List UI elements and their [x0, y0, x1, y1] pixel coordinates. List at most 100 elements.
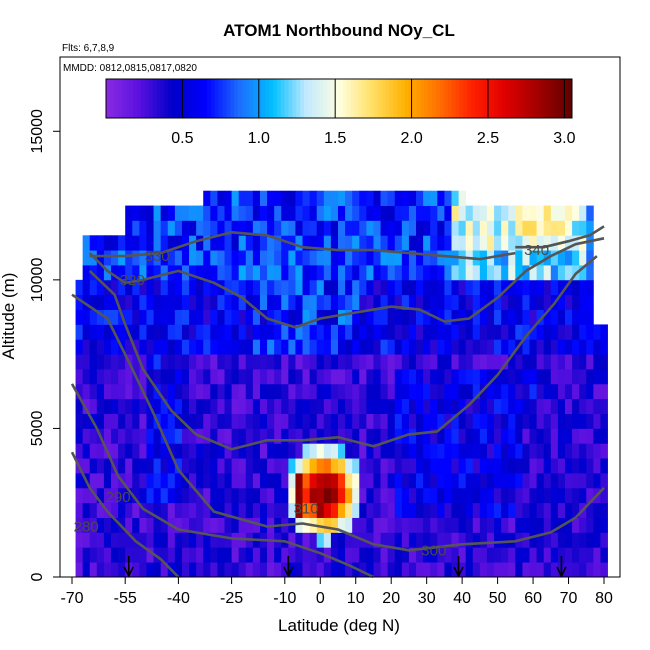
heatmap-cell	[465, 398, 474, 414]
heatmap-cell	[181, 398, 190, 414]
heatmap-cell	[252, 190, 261, 206]
heatmap-cell	[579, 487, 587, 504]
heatmap-cell	[125, 443, 133, 459]
heatmap-cell	[125, 205, 133, 221]
heatmap-cell	[210, 517, 218, 533]
heatmap-cell	[430, 502, 438, 518]
heatmap-cell	[437, 428, 445, 444]
heatmap-cell	[111, 398, 119, 414]
flight-markers	[123, 556, 567, 578]
heatmap-cell	[259, 220, 268, 236]
heatmap-cell	[174, 220, 183, 236]
heatmap-cell	[231, 220, 240, 236]
heatmap-cell	[458, 324, 467, 340]
heatmap-cell	[111, 413, 119, 429]
heatmap-cell	[345, 383, 353, 400]
heatmap-cell	[486, 428, 495, 444]
heatmap-cell	[160, 502, 169, 518]
heatmap-cell	[394, 190, 403, 206]
colorbar-segment	[148, 79, 153, 118]
heatmap-cell	[416, 339, 424, 355]
heatmap-cell	[430, 398, 438, 414]
heatmap-cell	[203, 324, 211, 340]
heatmap-cell	[302, 398, 311, 414]
heatmap-cell	[416, 562, 424, 578]
heatmap-cell	[82, 532, 91, 548]
heatmap-cell	[579, 413, 587, 429]
heatmap-cell	[189, 369, 197, 385]
heatmap-cell	[267, 235, 275, 251]
heatmap-cell	[302, 383, 311, 400]
heatmap-cell	[217, 398, 225, 414]
heatmap-cell	[564, 413, 573, 429]
heatmap-cell	[295, 235, 303, 251]
heatmap-cell	[501, 473, 509, 489]
heatmap-cell	[338, 265, 346, 281]
heatmap-cell	[160, 265, 169, 281]
heatmap-cell	[543, 294, 552, 310]
heatmap-cell	[522, 369, 530, 385]
heatmap-cell	[160, 354, 169, 370]
heatmap-cell	[338, 547, 346, 563]
heatmap-cell	[281, 324, 289, 340]
heatmap-cell	[217, 458, 225, 474]
heatmap-cell	[302, 487, 311, 504]
colorbar-segment	[183, 79, 188, 118]
heatmap-cell	[486, 502, 495, 518]
heatmap-cell	[501, 279, 509, 296]
heatmap-cell	[543, 279, 552, 296]
heatmap-cell	[380, 517, 389, 533]
heatmap-cell	[338, 235, 346, 251]
heatmap-cell	[529, 339, 538, 355]
heatmap-cell	[529, 458, 538, 474]
heatmap-cell	[295, 547, 303, 563]
heatmap-cell	[600, 339, 608, 355]
contour-label-330: 330	[145, 248, 170, 265]
heatmap-cell	[181, 324, 190, 340]
heatmap-cell	[252, 294, 261, 310]
heatmap-cell	[522, 339, 530, 355]
heatmap-cell	[238, 413, 247, 429]
heatmap-cell	[132, 487, 140, 504]
heatmap-cell	[210, 339, 218, 355]
heatmap-cell	[75, 369, 84, 385]
heatmap-cell	[295, 532, 303, 548]
heatmap-cell	[387, 413, 396, 429]
heatmap-cell	[245, 487, 254, 504]
heatmap-cell	[267, 383, 275, 400]
heatmap-cell	[345, 235, 353, 251]
heatmap-cell	[416, 265, 424, 281]
heatmap-cell	[274, 502, 282, 518]
heatmap-cell	[494, 265, 502, 281]
heatmap-cell	[359, 413, 367, 429]
heatmap-cell	[146, 517, 154, 533]
heatmap-cell	[352, 473, 360, 489]
heatmap-cell	[451, 354, 459, 370]
contour-line-280	[70, 451, 180, 578]
heatmap-cell	[89, 562, 98, 578]
heatmap-cell	[189, 309, 197, 325]
heatmap-cell	[139, 398, 147, 414]
colorbar-segment	[144, 79, 150, 118]
heatmap-cell	[515, 487, 523, 504]
heatmap-cell	[458, 428, 467, 444]
heatmap-cell	[423, 473, 431, 489]
heatmap-cell	[529, 562, 538, 578]
heatmap-cell	[103, 339, 112, 355]
heatmap-cell	[451, 220, 459, 236]
heatmap-cell	[394, 250, 403, 266]
heatmap-cell	[89, 458, 98, 474]
heatmap-cell	[174, 517, 183, 533]
heatmap-cell	[167, 250, 176, 266]
heatmap-cell	[458, 309, 467, 325]
heatmap-cell	[245, 190, 254, 206]
heatmap-cell	[508, 220, 516, 236]
heatmap-cell	[281, 413, 289, 429]
heatmap-cell	[89, 354, 98, 370]
heatmap-cell	[380, 428, 389, 444]
heatmap-cell	[593, 339, 601, 355]
heatmap-cell	[139, 235, 147, 251]
heatmap-cell	[252, 279, 261, 296]
heatmap-cell	[572, 413, 580, 429]
heatmap-cell	[132, 428, 140, 444]
